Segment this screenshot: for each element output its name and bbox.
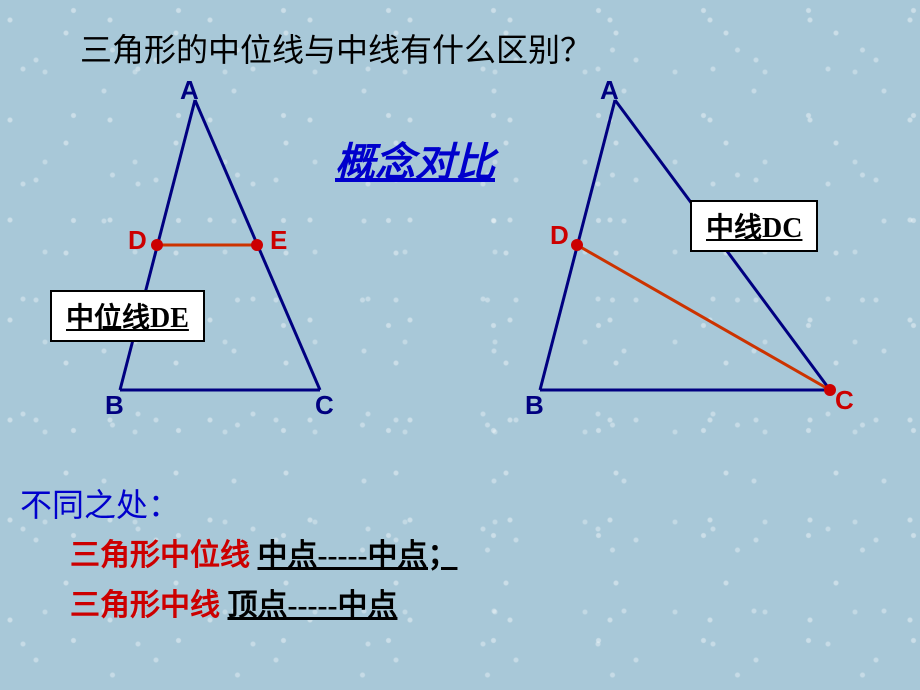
left-triangle-diagram: A B C D E [100,90,360,415]
median-box-label: 中线DC [690,200,818,252]
diff1-detail: 中点-----中点； [258,539,458,572]
point-d-left: D [128,225,147,256]
difference-line-1: 三角形中位线 中点-----中点； [70,530,457,574]
point-c-left: C [315,390,334,421]
diff1-label: 三角形中位线 [70,539,250,572]
point-b-right: B [525,390,544,421]
difference-header: 不同之处： [20,480,180,526]
right-triangle-diagram: A B C D [520,90,870,415]
diff2-detail: 顶点-----中点 [228,589,398,622]
point-b-left: B [105,390,124,421]
point-a-right: A [600,75,619,106]
midline-box-label: 中位线DE [50,290,205,342]
point-d-right: D [550,220,569,251]
point-a-left: A [180,75,199,106]
page-title: 三角形的中位线与中线有什么区别？ [80,25,592,71]
point-c-right: C [835,385,854,416]
point-e-left: E [270,225,287,256]
difference-line-2: 三角形中线 顶点-----中点 [70,580,397,624]
diff2-label: 三角形中线 [70,589,220,622]
